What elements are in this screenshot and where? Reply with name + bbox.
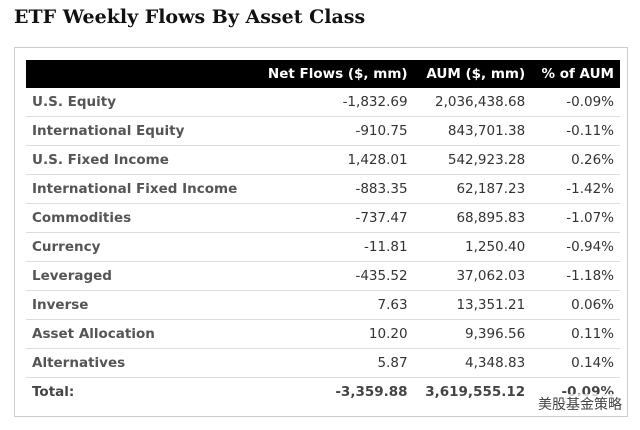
column-header: Net Flows ($, mm)	[254, 60, 414, 88]
cell: 0.14%	[531, 348, 620, 378]
column-header: % of AUM	[531, 60, 620, 88]
row-label: Leveraged	[26, 261, 255, 291]
cell: -3,359.88	[335, 384, 408, 400]
cell: 7.63	[254, 290, 414, 320]
row-label: International Fixed Income	[26, 174, 255, 204]
cell: 843,701.38	[413, 116, 532, 146]
cell: -0.09%	[531, 88, 620, 117]
row-label: Currency	[26, 232, 255, 262]
column-header: AUM ($, mm)	[413, 60, 532, 88]
cell: 1,250.40	[413, 232, 532, 262]
table-row: Alternatives 5.87 4,348.83 0.14%	[26, 348, 620, 378]
table-row: Currency -11.81 1,250.40 -0.94%	[26, 232, 620, 262]
cell: -0.11%	[531, 116, 620, 146]
flows-table: Net Flows ($, mm) AUM ($, mm)% of AUM U.S…	[26, 60, 620, 406]
cell: 10.20	[254, 319, 414, 349]
cell: 0.06%	[531, 290, 620, 320]
row-label: International Equity	[26, 116, 255, 146]
row-label: Asset Allocation	[26, 319, 255, 349]
cell: 542,923.28	[413, 145, 532, 175]
table-row: Leveraged -435.52 37,062.03 -1.18%	[26, 261, 620, 291]
table-row: International Equity -910.75 843,701.38 -0.…	[26, 116, 620, 146]
title: ETF Weekly Flows By Asset Class	[14, 6, 366, 28]
cell: -1.18%	[531, 261, 620, 291]
cell: 13,351.21	[413, 290, 532, 320]
cell: 0.11%	[531, 319, 620, 349]
header-row: Net Flows ($, mm) AUM ($, mm)% of AUM	[26, 60, 620, 88]
column-header	[26, 60, 255, 88]
cell: -883.35	[254, 174, 414, 204]
cell: -1.42%	[531, 174, 620, 204]
row-label: Alternatives	[26, 348, 255, 378]
row-label: Inverse	[26, 290, 255, 320]
table-row: Inverse 7.63 13,351.21 0.06%	[26, 290, 620, 320]
cell: 4,348.83	[413, 348, 532, 378]
row-label: Commodities	[26, 203, 255, 233]
cell: -910.75	[254, 116, 414, 146]
cell: -1.07%	[531, 203, 620, 233]
cell: 2,036,438.68	[413, 88, 532, 117]
cell: -11.81	[254, 232, 414, 262]
cell: -435.52	[254, 261, 414, 291]
cell: 1,428.01	[254, 145, 414, 175]
row-label: U.S. Equity	[26, 88, 255, 117]
table-row: U.S. Equity -1,832.69 2,036,438.68 -0.09%	[26, 88, 620, 117]
watermark: 美股基金策略	[536, 394, 624, 414]
cell: -737.47	[254, 203, 414, 233]
table-box: Net Flows ($, mm) AUM ($, mm)% of AUM U.S…	[14, 47, 628, 417]
row-label: U.S. Fixed Income	[26, 145, 255, 175]
cell: -1,832.69	[254, 88, 414, 117]
cell: 68,895.83	[413, 203, 532, 233]
cell: 3,619,555.12	[425, 384, 526, 400]
table-row: U.S. Fixed Income 1,428.01 542,923.28 0.26%	[26, 145, 620, 175]
cell: 37,062.03	[413, 261, 532, 291]
row-label: Total:	[32, 384, 75, 400]
table-row: Asset Allocation 10.20 9,396.56 0.11%	[26, 319, 620, 349]
cell: 62,187.23	[413, 174, 532, 204]
table-row: Commodities -737.47 68,895.83 -1.07%	[26, 203, 620, 233]
cell: 5.87	[254, 348, 414, 378]
cell: -0.94%	[531, 232, 620, 262]
cell: 0.26%	[531, 145, 620, 175]
table-row: Total: -3,359.88 3,619,555.12 -0.09%	[26, 378, 620, 407]
cell: 9,396.56	[413, 319, 532, 349]
table-row: International Fixed Income -883.35 62,187.…	[26, 174, 620, 204]
